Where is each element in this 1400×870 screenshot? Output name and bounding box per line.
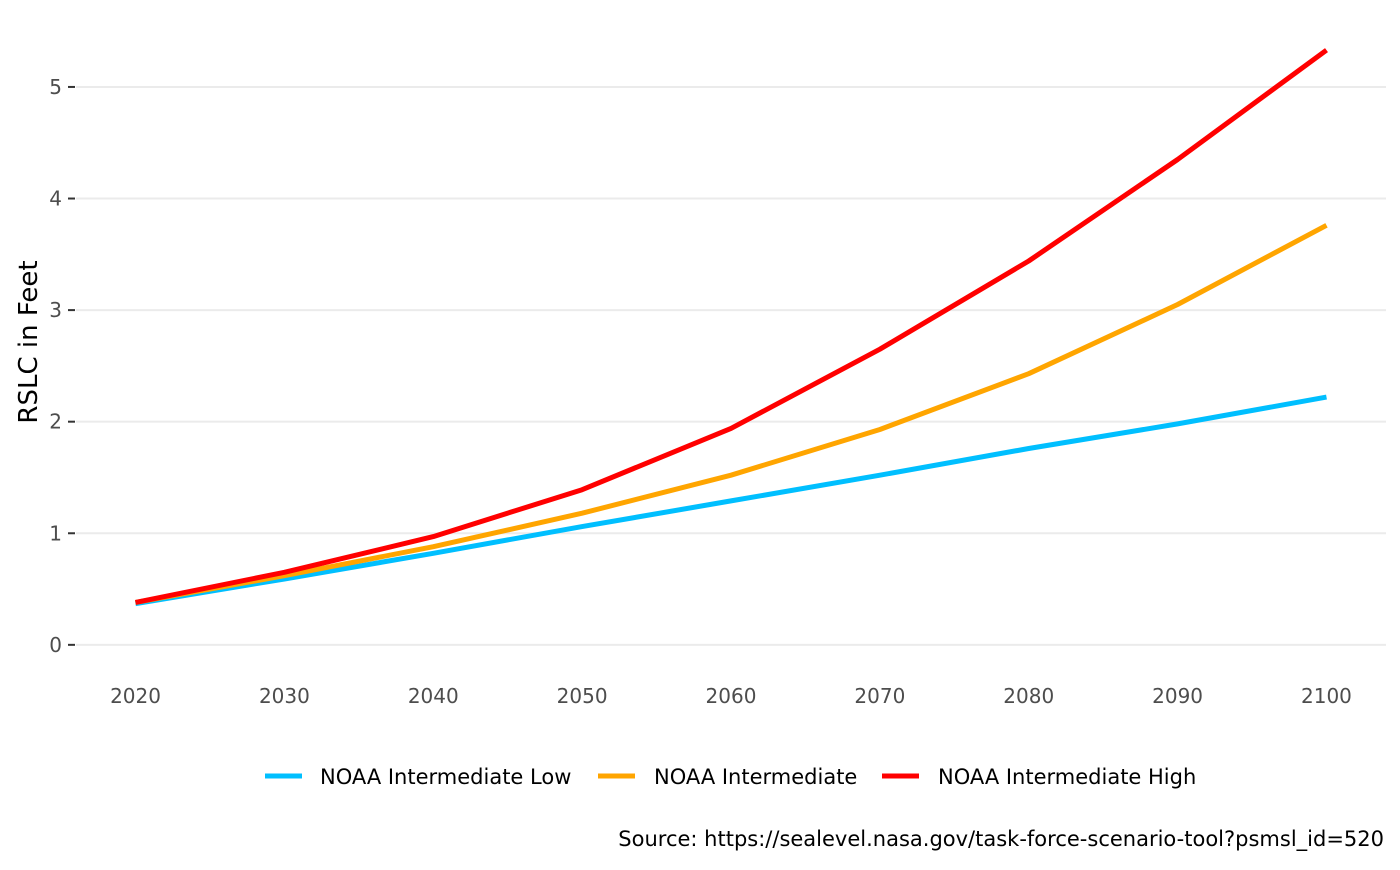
y-tick-label-3: 3	[49, 298, 62, 322]
x-tick-label-2020: 2020	[110, 684, 161, 708]
y-tick-label-2: 2	[49, 410, 62, 434]
gridlines	[76, 85, 1386, 646]
series-line-noaa-intermediate-low	[135, 394, 1327, 607]
y-tick-label-5: 5	[49, 75, 62, 99]
x-tick-label-2100: 2100	[1301, 684, 1352, 708]
series-line-noaa-intermediate	[135, 223, 1328, 605]
y-tick-label-4: 4	[49, 187, 62, 211]
y-tick-label-0: 0	[49, 633, 62, 657]
series-lines	[135, 48, 1328, 607]
legend-label-noaa-intermediate-high: NOAA Intermediate High	[938, 765, 1196, 789]
x-tick-label-2060: 2060	[706, 684, 757, 708]
source-caption: Source: https://sealevel.nasa.gov/task-f…	[618, 827, 1384, 852]
x-tick-label-2040: 2040	[408, 684, 459, 708]
y-tick-label-1: 1	[49, 521, 62, 545]
x-axis: 2020 2030 2040 2050 2060 2070 2080 2090 2100	[110, 684, 1352, 708]
y-axis-title: RSLC in Feet	[14, 260, 44, 423]
legend-label-noaa-intermediate: NOAA Intermediate	[654, 765, 857, 789]
x-tick-label-2080: 2080	[1003, 684, 1054, 708]
legend: NOAA Intermediate Low NOAA Intermediate NO…	[265, 765, 1196, 789]
x-tick-label-2030: 2030	[259, 684, 310, 708]
y-axis: 0 1 2 3 4 5	[49, 75, 75, 657]
x-tick-label-2050: 2050	[557, 684, 608, 708]
x-tick-label-2070: 2070	[854, 684, 905, 708]
series-line-noaa-intermediate-high	[135, 48, 1328, 605]
legend-label-noaa-intermediate-low: NOAA Intermediate Low	[320, 765, 571, 789]
x-tick-label-2090: 2090	[1152, 684, 1203, 708]
